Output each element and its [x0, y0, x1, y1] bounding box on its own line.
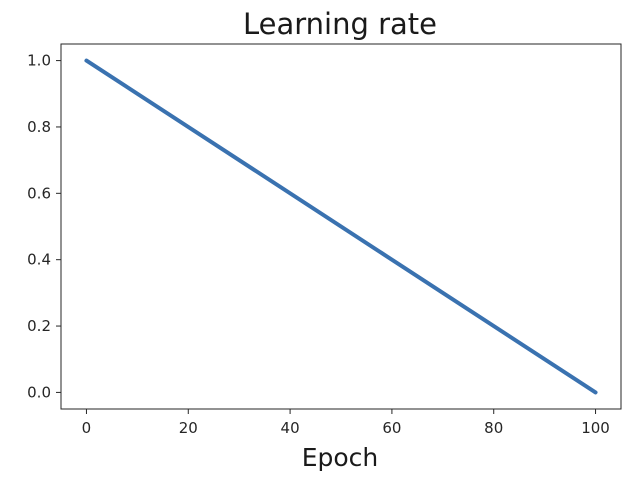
y-tick-label: 0.0	[27, 383, 51, 401]
series-group	[84, 58, 598, 395]
y-tick-label: 0.6	[27, 184, 51, 202]
chart-title: Learning rate	[243, 7, 437, 41]
y-tick-label: 1.0	[27, 52, 51, 70]
x-tick-label: 40	[281, 419, 300, 437]
y-axis-ticks: 0.0 0.2 0.4 0.6 0.8 1.0	[27, 52, 61, 401]
plot-frame	[60, 43, 622, 410]
x-tick-label: 60	[382, 419, 401, 437]
x-tick-label: 100	[581, 419, 610, 437]
y-tick-label: 0.2	[27, 317, 51, 335]
x-tick-label: 0	[82, 419, 92, 437]
x-tick-label: 20	[179, 419, 198, 437]
x-axis-ticks: 0 20 40 60 80 100	[82, 409, 610, 437]
series-line	[84, 58, 598, 395]
y-tick-label: 0.4	[27, 251, 51, 269]
y-tick-label: 0.8	[27, 118, 51, 136]
x-tick-label: 80	[484, 419, 503, 437]
x-axis-label: Epoch	[302, 443, 379, 472]
